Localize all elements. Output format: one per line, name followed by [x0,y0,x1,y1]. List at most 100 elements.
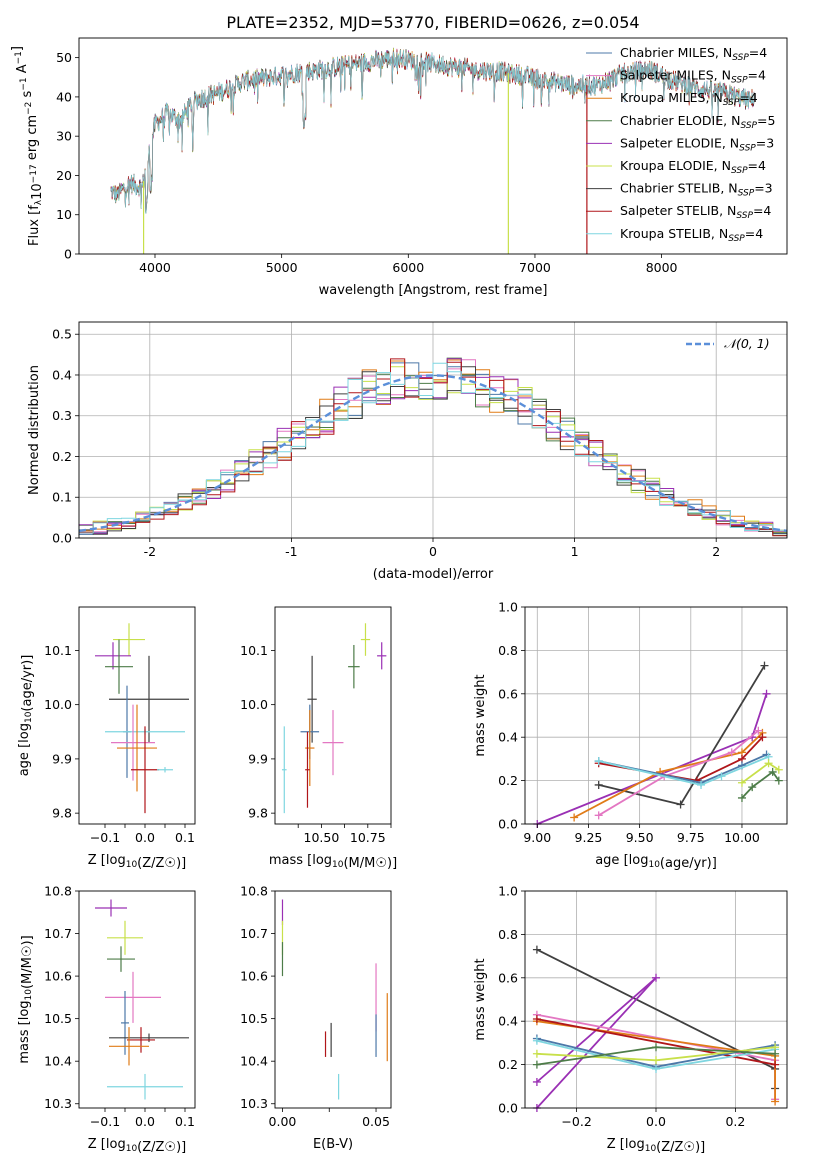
label-subscript: λ [34,199,44,205]
y-tick-label: 0.6 [498,970,518,985]
errorbar-point [105,971,161,1023]
legend-nssp: =3 [754,181,772,196]
y-axis-label: Normed distribution [27,365,42,495]
plot-area [532,945,780,1112]
series-marker [771,1097,780,1106]
y-tick-label: 10.5 [44,1011,72,1026]
x-tick-label: 0.1 [175,1114,195,1129]
axes-frame [78,890,196,1109]
series-line [573,732,764,819]
label-part: (Z/Z☉)] [137,856,186,871]
series-marker [532,1015,541,1024]
x-tick-label: 8000 [646,260,678,275]
label-part: log [106,853,126,868]
series-marker [762,689,771,698]
errorbar-point [95,899,127,917]
series-marker [754,726,763,735]
label-part: ] [10,46,25,51]
errorbar-point [113,623,145,656]
label-part: Z [ [88,1137,106,1152]
y-tick-label: 0.8 [498,643,518,658]
errorbar-point [111,704,155,781]
spectrum-line [110,49,755,215]
errorbar-point [107,946,135,972]
x-axis-label: Z [log10(Z/Z☉)] [88,1137,186,1155]
x-tick-label: 1 [571,544,579,559]
x-axis-label: Z [log10(Z/Z☉)] [607,1137,705,1155]
y-tick-label: 10.8 [240,884,268,899]
x-axis-label: Z [log10(Z/Z☉)] [88,853,186,871]
y-tick-label: 10 [56,207,72,222]
series-line [598,755,769,786]
y-tick-label: 10.6 [44,969,72,984]
axes-frame [274,606,392,825]
y-axis-label: mass [log10(M/M☉)] [17,935,35,1063]
series-marker [717,772,726,781]
legend-nssp: =4 [745,226,763,241]
x-axis-label: age [log10(age/yr)] [595,853,717,871]
label-superscript: −17 [29,164,39,183]
legend-series-name: Salpeter STELIB, N [620,203,736,218]
series-line [598,665,766,806]
legend-label: 𝒩(0, 1) [724,336,770,351]
legend-nssp: =3 [756,135,774,150]
legend-subscript: SSP [731,76,748,86]
series-marker [594,757,603,766]
y-tick-label: 0.4 [52,367,72,382]
y-tick-label: 0.1 [52,490,72,505]
label-superscript: −2 [24,102,34,115]
errorbar-point [107,920,143,955]
errorbar-point [322,710,344,776]
series-marker [737,793,746,802]
legend-subscript: SSP [728,234,745,244]
x-tick-label: 0.1 [175,830,195,845]
plot-area [110,47,755,254]
series-marker [774,776,783,785]
label-part: A [15,64,30,77]
label-part: 10 [30,183,45,200]
y-tick-label: 0 [64,247,72,262]
label-part: age [ [17,743,32,776]
y-tick-label: 0.0 [52,531,72,546]
label-part: log [17,723,32,743]
errorbar-point [109,1027,149,1066]
panel-mass_vs_EBV: 0.00 0.05 10.3 10.4 10.5 10.6 10.7 10.8 E(B-V) [240,884,392,1152]
y-tick-label: 9.9 [52,751,72,766]
x-axis-label: wavelength [Angstrom, rest frame] [319,283,548,298]
plot-area [95,623,189,814]
plot-area [533,661,783,828]
errorbar-point [305,731,310,808]
series-marker [748,783,757,792]
series-marker [532,1036,541,1045]
label-superscript: −1 [14,51,24,64]
legend-label: Salpeter ELODIE, NSSP=3 [620,135,774,153]
x-tick-label: 9.75 [677,830,705,845]
series-marker [758,733,767,742]
y-tick-label: 0.0 [498,817,518,832]
panel-mass_weight_vs_age: 9.00 9.25 9.50 9.75 10.00 0.0 0.2 0.4 0.6 0.8 1.0 a… [473,600,788,871]
series-marker [652,973,660,982]
y-tick-label: 10.0 [44,697,72,712]
series-marker [771,1049,780,1058]
x-tick-label: 0 [429,544,437,559]
errorbar-point [348,644,360,689]
x-tick-label: 10.75 [350,830,386,845]
axes: −0.1 0.0 0.1 10.3 10.4 10.5 10.6 10.7 10.8 [44,884,196,1129]
label-part: (age/yr)] [660,856,717,871]
y-tick-label: 10.4 [240,1054,268,1069]
label-part: E(B-V) [313,1137,353,1152]
label-part: (Z/Z☉)] [137,1140,186,1155]
label-part: (age/yr)] [20,655,35,712]
label-part: erg cm [25,115,40,164]
x-tick-label: 0.05 [362,1114,390,1129]
y-tick-label: 1.0 [498,884,518,899]
legend-nssp: =4 [749,45,767,60]
panel-mass_weight_vs_Z: −0.2 0.0 0.2 0.0 0.2 0.4 0.6 0.8 1.0 Z [log10(Z/Z… [473,884,788,1155]
series-marker [774,765,783,774]
y-tick-label: 0.3 [52,408,72,423]
y-tick-label: 0.6 [498,686,518,701]
y-axis-label: age [log10(age/yr)] [17,655,35,777]
plot-area [281,623,387,814]
